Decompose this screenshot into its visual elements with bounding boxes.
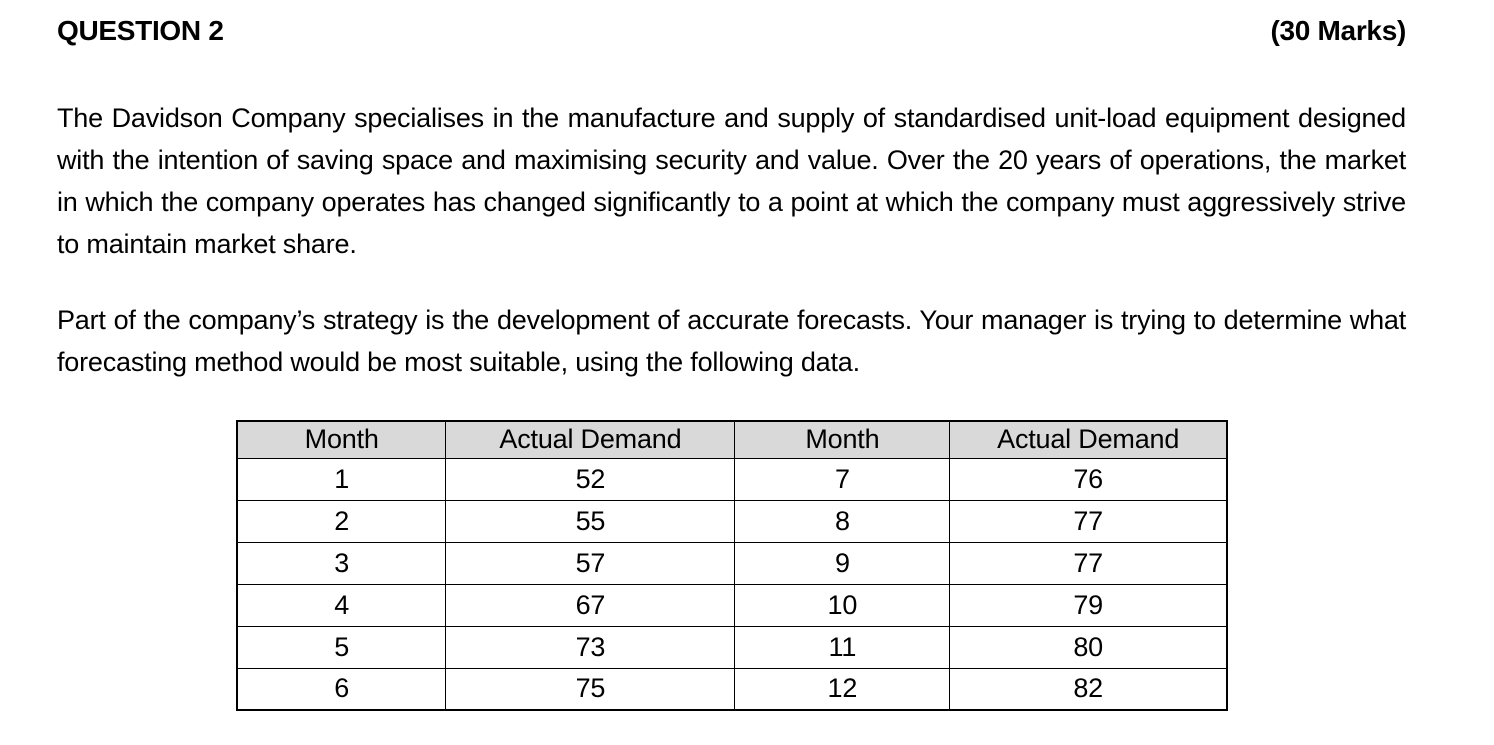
- cell-demand: 73: [445, 625, 736, 669]
- cell-month: 4: [236, 583, 447, 627]
- table-header-month-right: Month: [734, 420, 951, 459]
- table-row: 3 57 9 77: [236, 541, 1228, 585]
- cell-month: 7: [734, 457, 951, 501]
- cell-month: 11: [734, 625, 951, 669]
- table-row: 5 73 11 80: [236, 625, 1228, 669]
- cell-month: 9: [734, 541, 951, 585]
- cell-demand: 55: [445, 499, 736, 543]
- cell-demand: 67: [445, 583, 736, 627]
- cell-month: 8: [734, 499, 951, 543]
- table-header-demand-right: Actual Demand: [949, 420, 1228, 459]
- marks-label: (30 Marks): [1270, 15, 1406, 46]
- cell-month: 10: [734, 583, 951, 627]
- table-row: 6 75 12 82: [236, 667, 1228, 711]
- cell-demand: 52: [445, 457, 736, 501]
- table-row: 1 52 7 76: [236, 457, 1228, 501]
- cell-month: 6: [236, 667, 447, 711]
- cell-demand: 77: [949, 541, 1228, 585]
- cell-month: 12: [734, 667, 951, 711]
- table-header-row: Month Actual Demand Month Actual Demand: [236, 420, 1228, 459]
- table-header-month-left: Month: [236, 420, 447, 459]
- table-row: 2 55 8 77: [236, 499, 1228, 543]
- cell-demand: 75: [445, 667, 736, 711]
- cell-demand: 77: [949, 499, 1228, 543]
- cell-month: 1: [236, 457, 447, 501]
- cell-month: 5: [236, 625, 447, 669]
- cell-demand: 82: [949, 667, 1228, 711]
- table-header-demand-left: Actual Demand: [445, 420, 736, 459]
- cell-demand: 80: [949, 625, 1228, 669]
- demand-table: Month Actual Demand Month Actual Demand …: [236, 420, 1228, 711]
- cell-month: 2: [236, 499, 447, 543]
- table-row: 4 67 10 79: [236, 583, 1228, 627]
- paragraph-company-intro: The Davidson Company specialises in the …: [57, 103, 1406, 259]
- heading-row: QUESTION 2 (30 Marks): [57, 15, 1406, 47]
- cell-demand: 79: [949, 583, 1228, 627]
- question-title: QUESTION 2: [57, 15, 224, 46]
- cell-demand: 57: [445, 541, 736, 585]
- cell-demand: 76: [949, 457, 1228, 501]
- cell-month: 3: [236, 541, 447, 585]
- paragraph-forecasting: Part of the company’s strategy is the de…: [57, 305, 1406, 377]
